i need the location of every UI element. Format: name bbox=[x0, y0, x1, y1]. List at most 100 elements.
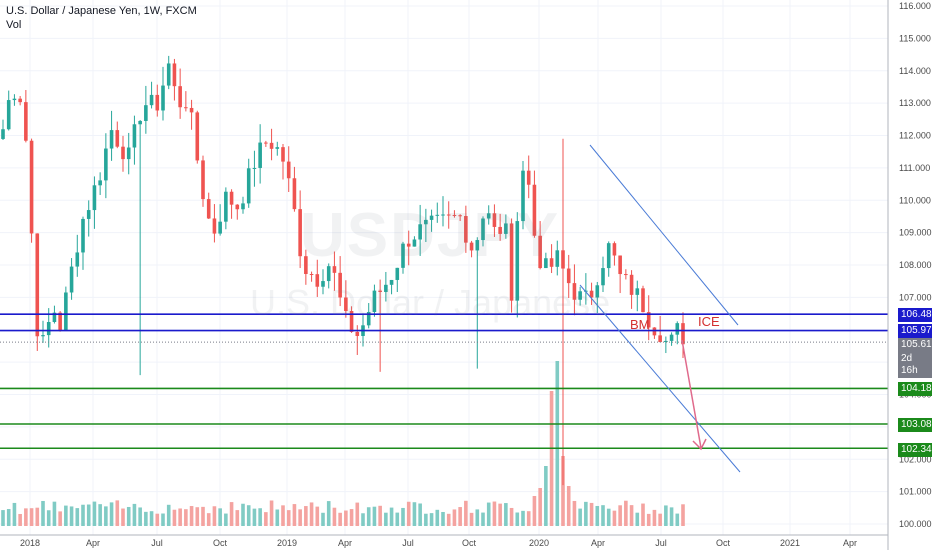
volume-bar bbox=[304, 506, 308, 526]
y-tick-label: 111.000 bbox=[899, 163, 930, 173]
volume-bar bbox=[195, 507, 200, 526]
volume-bar bbox=[509, 507, 514, 526]
candle-body bbox=[412, 239, 417, 247]
x-tick-label: 2021 bbox=[780, 538, 800, 548]
volume-bar bbox=[224, 513, 228, 526]
candle-body bbox=[555, 250, 560, 267]
x-tick-label: Apr bbox=[843, 538, 857, 548]
volume-bar bbox=[664, 505, 668, 526]
channel-lower-line bbox=[579, 284, 741, 473]
volume-bar bbox=[612, 510, 617, 526]
candle-body bbox=[526, 170, 531, 185]
candle-body bbox=[206, 199, 211, 219]
volume-bar bbox=[104, 506, 108, 526]
volume-bar bbox=[269, 500, 274, 526]
candle-body bbox=[246, 168, 251, 204]
volume-bar bbox=[361, 513, 365, 526]
volume-bar bbox=[218, 508, 222, 526]
channel-upper-line bbox=[589, 144, 739, 326]
candle-body bbox=[578, 291, 582, 300]
volume-bar bbox=[389, 507, 394, 526]
volume-bar bbox=[6, 509, 11, 526]
volume-bar bbox=[344, 510, 348, 526]
candle-body bbox=[286, 161, 291, 179]
volume-bar bbox=[326, 501, 331, 526]
candle-body bbox=[441, 214, 445, 216]
candle-body bbox=[212, 218, 217, 234]
watermark-name: U.S. Dollar / Japanese bbox=[250, 282, 611, 323]
level-label-103-089: 103.089 bbox=[898, 418, 932, 432]
candle-body bbox=[429, 215, 434, 220]
candle-body bbox=[332, 266, 337, 273]
candle-body bbox=[275, 147, 280, 149]
level-label-105-975: 105.975 bbox=[898, 324, 932, 338]
volume-bar bbox=[126, 506, 131, 526]
candle-body bbox=[418, 224, 422, 240]
candle-body bbox=[126, 147, 131, 160]
candle-body bbox=[595, 285, 600, 298]
volume-bar bbox=[149, 511, 154, 526]
candle-body bbox=[132, 124, 137, 148]
volume-bar bbox=[641, 503, 645, 526]
volume-bar bbox=[584, 501, 588, 526]
volume-bar bbox=[544, 466, 548, 526]
candle-body bbox=[486, 213, 491, 219]
volume-bar bbox=[681, 504, 685, 526]
candle-body bbox=[355, 331, 360, 336]
candle-body bbox=[281, 147, 285, 162]
candle-body bbox=[235, 204, 240, 210]
candle-body bbox=[566, 268, 571, 284]
candle-body bbox=[115, 130, 120, 147]
candle-body bbox=[372, 290, 377, 313]
volume-bar bbox=[646, 513, 651, 526]
candle-body bbox=[669, 334, 674, 341]
candle-body bbox=[544, 258, 548, 269]
volume-bar bbox=[378, 505, 382, 526]
y-tick-label: 108.000 bbox=[899, 260, 932, 270]
volume-bar bbox=[475, 509, 480, 526]
y-tick-label: 110.000 bbox=[899, 195, 931, 205]
x-tick-label: Jul bbox=[402, 538, 414, 548]
candle-body bbox=[469, 242, 474, 251]
volume-bar bbox=[58, 511, 62, 526]
candle-body bbox=[344, 297, 348, 312]
volume-bar bbox=[184, 509, 188, 526]
candle-body bbox=[406, 243, 411, 247]
candle-body bbox=[538, 235, 542, 269]
volume-bar bbox=[481, 512, 485, 526]
volume-bar bbox=[1, 510, 5, 526]
candle-body bbox=[321, 281, 325, 287]
candle-body bbox=[18, 98, 22, 103]
volume-bar bbox=[515, 512, 520, 526]
candle-body bbox=[184, 107, 188, 109]
candle-body bbox=[201, 160, 205, 200]
x-tick-label: Oct bbox=[716, 538, 731, 548]
volume-bar bbox=[298, 509, 302, 526]
volume-bar bbox=[189, 506, 194, 526]
candle-body bbox=[58, 312, 62, 331]
candle-body bbox=[252, 167, 257, 169]
candle-body bbox=[161, 85, 165, 111]
annotation-ice: ICE bbox=[698, 314, 720, 329]
chart-title: U.S. Dollar / Japanese Yen, 1W, FXCM bbox=[6, 5, 197, 17]
volume-bar bbox=[178, 508, 182, 526]
watermark-symbol: USDJPY bbox=[300, 201, 561, 270]
candle-body bbox=[46, 322, 51, 336]
candle-body bbox=[492, 213, 497, 227]
volume-bar bbox=[246, 505, 251, 526]
volume-bar bbox=[264, 512, 268, 526]
volume-bar bbox=[292, 504, 297, 526]
candle-body bbox=[395, 267, 400, 280]
volume-bar bbox=[252, 508, 257, 526]
candle-body bbox=[41, 335, 45, 337]
y-tick-label: 107.000 bbox=[899, 292, 932, 302]
candle-body bbox=[269, 142, 274, 149]
candle-body bbox=[349, 311, 354, 332]
volume-bar bbox=[492, 501, 497, 526]
volume-bar bbox=[138, 507, 142, 526]
volume-bar bbox=[486, 502, 491, 526]
candle-body bbox=[81, 218, 85, 253]
candle-body bbox=[166, 63, 171, 86]
volume-bar bbox=[464, 500, 468, 526]
